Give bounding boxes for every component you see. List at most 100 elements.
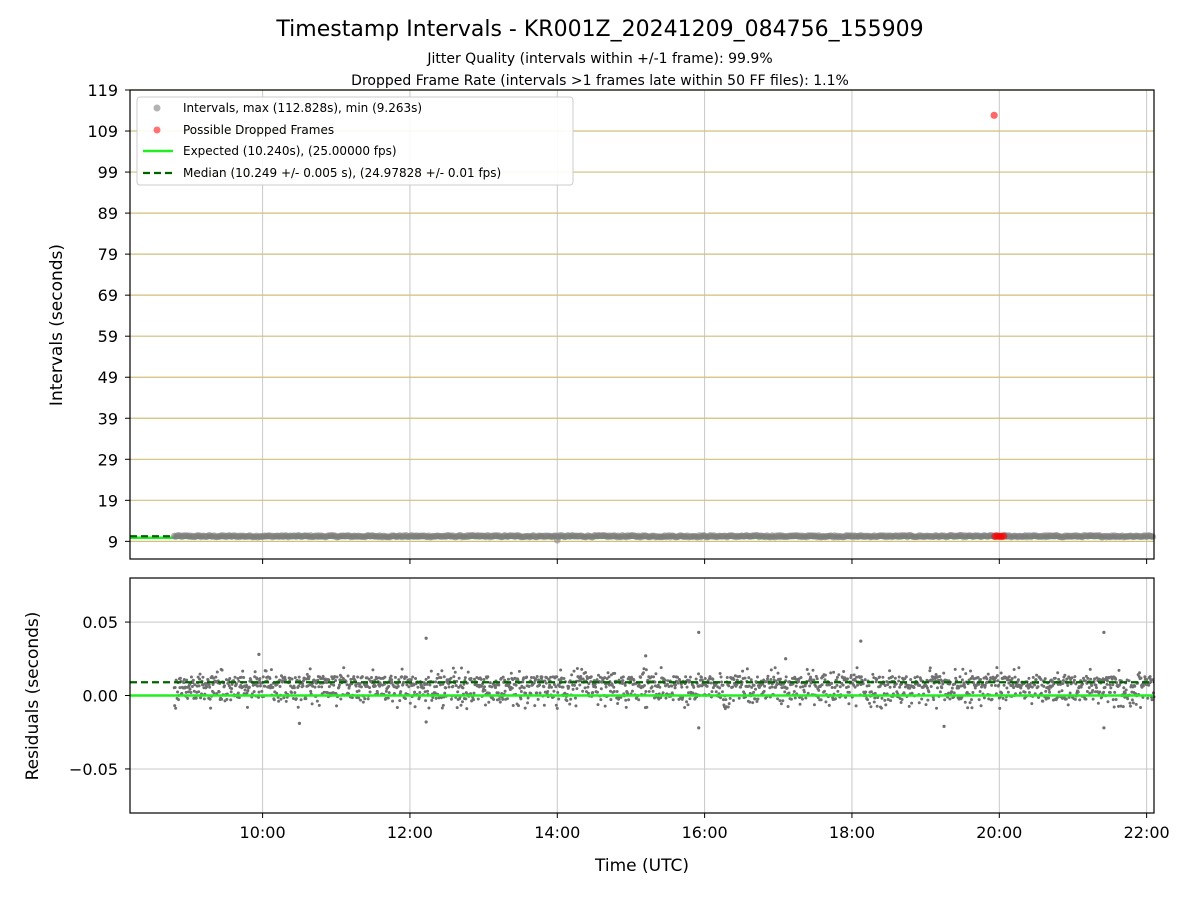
residual-point xyxy=(533,704,537,708)
residual-point xyxy=(960,678,964,682)
residual-point xyxy=(535,675,539,679)
residual-point xyxy=(229,698,233,702)
residual-point xyxy=(594,685,598,689)
residuals-reference-lines xyxy=(130,681,1154,697)
residual-point xyxy=(928,669,932,673)
residual-point xyxy=(778,699,782,703)
residual-point xyxy=(833,697,837,701)
residual-point xyxy=(186,696,190,700)
residual-point xyxy=(656,683,660,687)
residual-point xyxy=(807,672,811,676)
residual-point xyxy=(442,675,446,679)
residual-point xyxy=(433,691,437,695)
residual-point xyxy=(907,704,911,708)
intervals-x-ticks xyxy=(262,559,1148,564)
residual-point xyxy=(400,667,404,671)
residual-point xyxy=(823,673,827,677)
residual-point xyxy=(1102,630,1106,634)
legend-marker-dropped xyxy=(153,126,161,134)
residual-point xyxy=(1130,698,1134,702)
residual-point xyxy=(667,684,671,688)
residual-point xyxy=(434,680,438,684)
residual-point xyxy=(310,702,314,706)
residual-point xyxy=(756,697,760,701)
residual-point xyxy=(217,690,221,694)
residual-point xyxy=(776,671,780,675)
residual-point xyxy=(451,666,455,670)
residual-point xyxy=(275,691,279,695)
residual-point xyxy=(395,705,399,709)
residual-point xyxy=(776,697,780,701)
residual-point xyxy=(277,699,281,703)
residual-point xyxy=(952,691,956,695)
residual-point xyxy=(529,675,533,679)
residual-point xyxy=(1072,678,1076,682)
residual-point xyxy=(726,705,730,709)
residual-point xyxy=(501,697,505,701)
residual-point xyxy=(184,690,188,694)
residual-point xyxy=(454,684,458,688)
residual-point xyxy=(835,675,839,679)
residual-point xyxy=(356,675,360,679)
residual-point xyxy=(817,688,821,692)
residual-point xyxy=(687,679,691,683)
residual-point xyxy=(819,698,823,702)
residual-point xyxy=(386,696,390,700)
residual-point xyxy=(292,686,296,690)
residual-point xyxy=(1149,680,1153,684)
residual-point xyxy=(835,683,839,687)
residual-point xyxy=(205,685,209,689)
residual-point xyxy=(727,684,731,688)
residual-point xyxy=(927,690,931,694)
residual-point xyxy=(518,686,522,690)
residual-point xyxy=(963,685,967,689)
residual-point xyxy=(1073,675,1077,679)
residual-point xyxy=(748,700,752,704)
residual-point xyxy=(422,686,426,690)
residual-point xyxy=(632,678,636,682)
residual-point xyxy=(534,677,538,681)
intervals-plot-frame xyxy=(129,89,1155,560)
residual-point xyxy=(519,697,523,701)
residual-point xyxy=(596,703,600,707)
residual-point xyxy=(692,685,696,689)
residual-point xyxy=(948,697,952,701)
residual-point xyxy=(319,676,323,680)
residual-point xyxy=(214,675,218,679)
residual-point xyxy=(910,691,914,695)
residual-point xyxy=(339,675,343,679)
residual-point xyxy=(931,678,935,682)
residual-point xyxy=(427,706,431,710)
residual-point xyxy=(880,696,884,700)
residual-point xyxy=(761,682,765,686)
residual-point xyxy=(1060,689,1064,693)
residual-point xyxy=(559,668,563,672)
residual-point xyxy=(558,685,562,689)
residual-point xyxy=(397,678,401,682)
residual-point xyxy=(569,697,573,701)
residual-point xyxy=(1033,683,1037,687)
residual-point xyxy=(332,683,336,687)
residual-point xyxy=(413,705,417,709)
residual-point xyxy=(424,699,428,703)
residual-point xyxy=(799,675,803,679)
residual-point xyxy=(780,686,784,690)
residual-point xyxy=(1027,676,1031,680)
residual-point xyxy=(447,685,451,689)
residual-point xyxy=(779,702,783,706)
residual-point xyxy=(264,669,268,673)
residual-point xyxy=(465,707,469,711)
residual-point xyxy=(486,675,490,679)
residual-point xyxy=(220,697,224,701)
residual-point xyxy=(630,689,634,693)
y-tick-label: 39 xyxy=(98,409,118,428)
residual-point xyxy=(255,677,259,681)
residual-point xyxy=(754,687,758,691)
residual-point xyxy=(367,677,371,681)
y-tick-label: 59 xyxy=(98,327,118,346)
residual-point xyxy=(1127,679,1131,683)
residual-point xyxy=(313,685,317,689)
residual-point xyxy=(228,676,232,680)
residual-point xyxy=(523,706,527,710)
residual-point xyxy=(934,673,938,677)
